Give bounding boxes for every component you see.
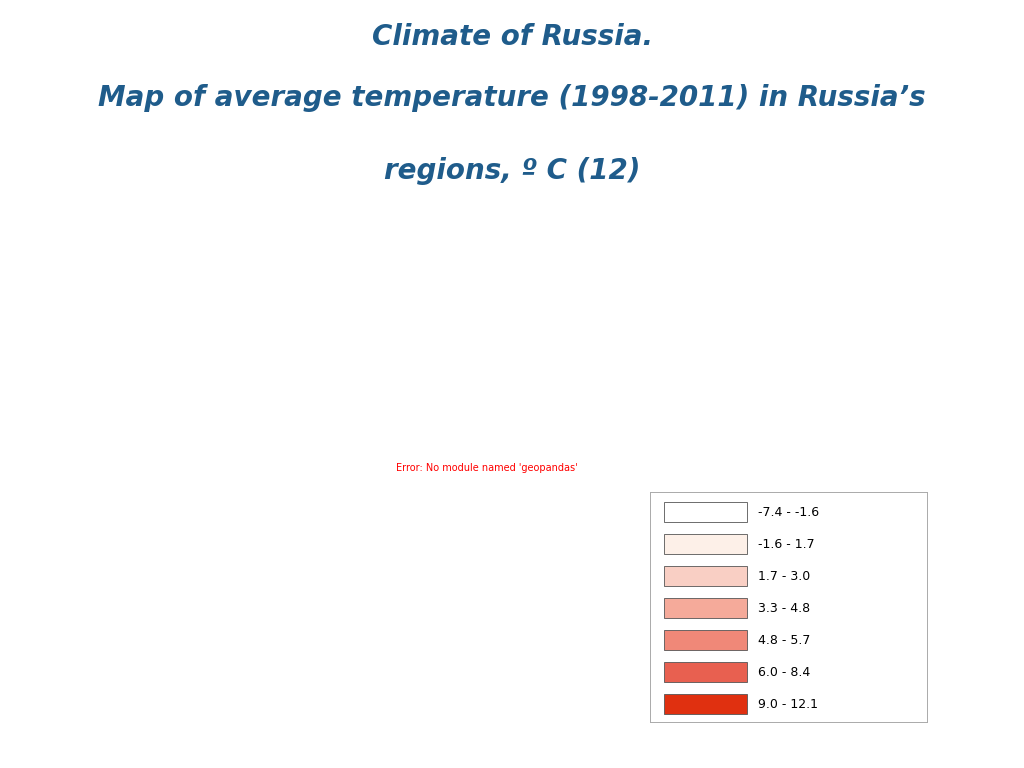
Bar [664,662,746,682]
Bar [664,502,746,522]
Text: -7.4 - -1.6: -7.4 - -1.6 [758,506,819,519]
Text: 6.0 - 8.4: 6.0 - 8.4 [758,666,810,679]
Text: 9.0 - 12.1: 9.0 - 12.1 [758,698,818,711]
Text: regions, º C (12): regions, º C (12) [384,157,640,185]
Text: 3.3 - 4.8: 3.3 - 4.8 [758,602,810,615]
Bar [664,598,746,618]
Bar [664,694,746,714]
Text: -1.6 - 1.7: -1.6 - 1.7 [758,538,815,551]
Text: Climate of Russia.: Climate of Russia. [372,23,652,51]
Text: 1.7 - 3.0: 1.7 - 3.0 [758,570,810,583]
Text: 4.8 - 5.7: 4.8 - 5.7 [758,634,810,647]
Bar [664,566,746,586]
Bar [664,535,746,554]
Bar [664,631,746,650]
Text: Error: No module named 'geopandas': Error: No module named 'geopandas' [395,463,578,474]
Text: Map of average temperature (1998-2011) in Russia’s: Map of average temperature (1998-2011) i… [98,84,926,112]
